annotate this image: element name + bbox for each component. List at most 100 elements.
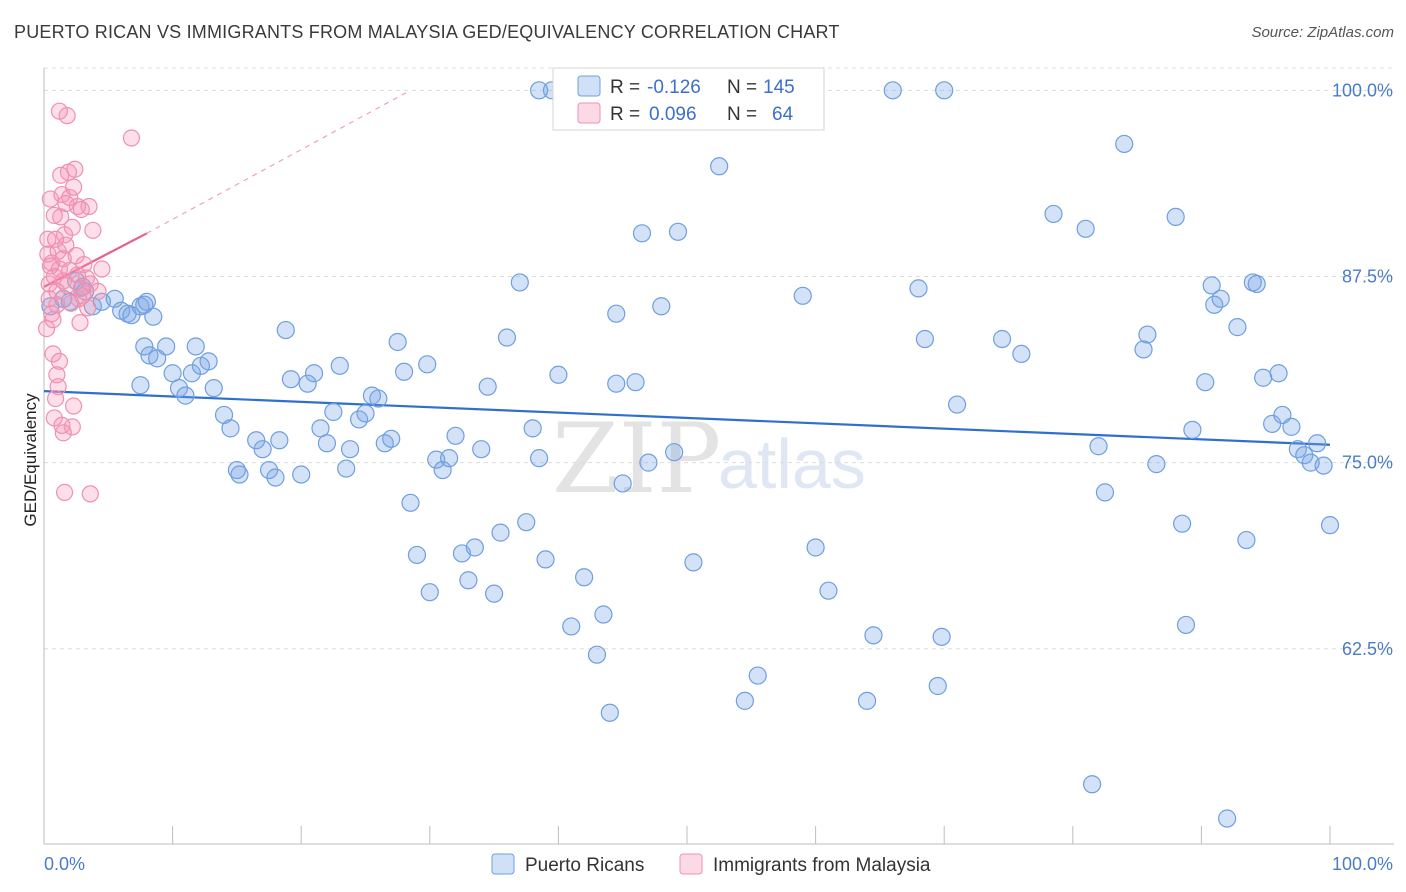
data-point-puerto-rican <box>517 513 536 532</box>
data-point-puerto-rican <box>587 645 607 664</box>
data-point-puerto-rican <box>276 320 295 340</box>
data-point-puerto-rican <box>530 449 549 468</box>
data-point-puerto-rican <box>510 273 529 292</box>
data-point-puerto-rican <box>684 553 703 572</box>
data-point-malaysia <box>48 296 66 314</box>
data-point-puerto-rican <box>793 286 812 305</box>
data-point-puerto-rican <box>401 493 420 512</box>
data-point-puerto-rican <box>186 337 205 356</box>
data-point-puerto-rican <box>857 691 877 710</box>
data-point-puerto-rican <box>1314 456 1333 475</box>
data-point-puerto-rican <box>221 419 240 438</box>
y-tick-label: 75.0% <box>1342 453 1393 473</box>
data-point-puerto-rican <box>497 328 517 347</box>
data-point-puerto-rican <box>819 581 838 600</box>
data-point-malaysia <box>89 282 107 300</box>
bottom-legend-label-pink: Immigrants from Malaysia <box>713 855 931 876</box>
data-point-malaysia <box>64 397 83 415</box>
watermark-atlas: atlas <box>718 425 866 503</box>
data-point-puerto-rican <box>135 295 154 314</box>
data-point-puerto-rican <box>340 440 360 459</box>
data-point-puerto-rican <box>575 568 594 587</box>
chart-source: Source: ZipAtlas.com <box>1251 24 1394 41</box>
data-point-puerto-rican <box>281 370 301 389</box>
data-point-puerto-rican <box>1076 219 1095 238</box>
data-point-puerto-rican <box>1263 414 1282 433</box>
data-point-puerto-rican <box>530 81 549 100</box>
data-point-puerto-rican <box>253 440 272 459</box>
data-point-puerto-rican <box>1166 207 1185 227</box>
data-point-puerto-rican <box>324 402 343 422</box>
data-point-puerto-rican <box>735 691 754 710</box>
data-point-puerto-rican <box>909 279 928 298</box>
data-point-malaysia <box>122 129 141 147</box>
data-point-puerto-rican <box>369 389 388 408</box>
data-point-puerto-rican <box>668 222 688 241</box>
chart-title: PUERTO RICAN VS IMMIGRANTS FROM MALAYSIA… <box>14 22 840 42</box>
data-point-puerto-rican <box>600 703 619 722</box>
data-point-puerto-rican <box>928 676 947 696</box>
data-point-puerto-rican <box>536 550 555 569</box>
data-point-puerto-rican <box>292 465 311 484</box>
data-point-puerto-rican <box>1228 318 1247 337</box>
data-point-puerto-rican <box>947 395 967 414</box>
data-point-puerto-rican <box>459 571 478 590</box>
data-point-puerto-rican <box>169 379 189 398</box>
data-point-puerto-rican <box>1247 274 1266 294</box>
data-point-malaysia <box>63 218 81 236</box>
data-point-puerto-rican <box>932 627 951 646</box>
data-point-malaysia <box>44 311 62 329</box>
data-point-puerto-rican <box>472 440 491 459</box>
data-point-puerto-rican <box>806 538 825 557</box>
data-point-puerto-rican <box>1082 775 1102 794</box>
tick-labels: 62.5% 75.0% 87.5% 100.0% 0.0% 100.0% <box>44 80 1393 874</box>
data-point-puerto-rican <box>356 404 375 423</box>
data-point-puerto-rican <box>1202 276 1221 295</box>
watermark-zip: ZIP <box>552 403 721 515</box>
data-point-malaysia <box>43 254 61 272</box>
data-point-puerto-rican <box>304 364 324 383</box>
legend-r-value-pink: 0.096 <box>649 104 697 125</box>
data-point-puerto-rican <box>992 329 1012 349</box>
data-point-puerto-rican <box>1295 446 1314 465</box>
watermark: ZIP atlas <box>552 403 866 515</box>
data-point-malaysia <box>40 275 58 293</box>
data-point-puerto-rican <box>407 545 427 565</box>
data-point-malaysia <box>63 418 81 436</box>
data-point-puerto-rican <box>478 377 497 396</box>
data-point-malaysia <box>64 178 83 196</box>
data-point-puerto-rican <box>1282 417 1301 436</box>
data-point-puerto-rican <box>594 605 613 624</box>
data-point-malaysia <box>93 260 111 278</box>
data-point-puerto-rican <box>1044 204 1063 224</box>
data-point-puerto-rican <box>465 538 484 557</box>
data-point-puerto-rican <box>157 337 176 356</box>
gridlines <box>44 67 1394 650</box>
y-tick-label: 87.5% <box>1342 266 1393 286</box>
data-point-puerto-rican <box>562 617 581 636</box>
x-tick-label-start: 0.0% <box>44 854 85 874</box>
data-point-puerto-rican <box>420 583 439 602</box>
data-point-malaysia <box>66 160 84 178</box>
data-point-malaysia <box>72 200 90 219</box>
data-point-puerto-rican <box>337 459 356 478</box>
data-point-malaysia <box>58 276 76 295</box>
y-axis-label: GED/Equivalency <box>21 393 40 527</box>
data-point-puerto-rican <box>613 474 632 493</box>
legend-box <box>552 67 825 131</box>
data-point-malaysia <box>84 221 102 239</box>
data-point-malaysia <box>55 483 74 501</box>
data-point-puerto-rican <box>491 523 510 542</box>
legend-r-value-blue: -0.126 <box>647 77 701 98</box>
data-point-puerto-rican <box>382 429 401 448</box>
data-point-malaysia <box>39 230 57 248</box>
trend-line-malaysia-extension <box>146 89 411 234</box>
data-point-puerto-rican <box>266 468 285 487</box>
data-point-malaysia <box>46 389 65 408</box>
data-point-puerto-rican <box>1089 437 1108 456</box>
data-point-puerto-rican <box>199 352 218 371</box>
data-point-puerto-rican <box>1147 455 1166 474</box>
data-point-puerto-rican <box>607 304 626 323</box>
data-point-puerto-rican <box>485 584 504 603</box>
